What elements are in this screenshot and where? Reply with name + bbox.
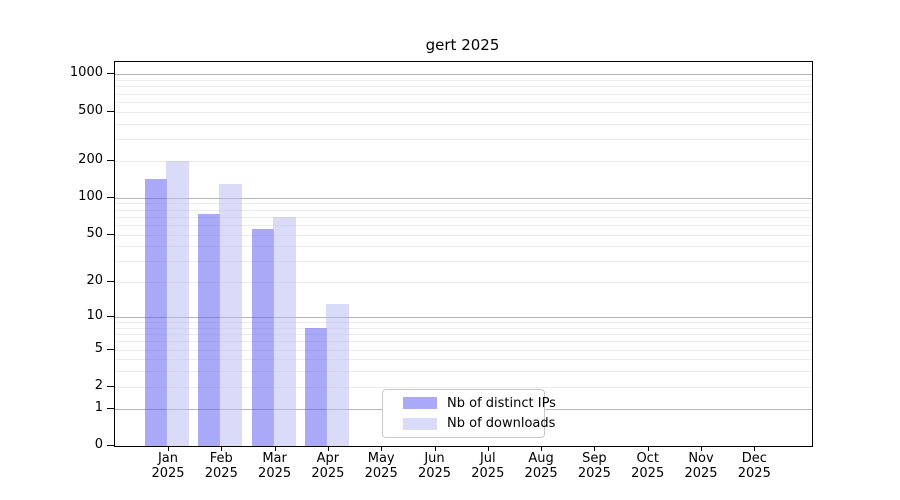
x-tick-label-jul: Jul 2025: [471, 451, 505, 481]
y-tick: [107, 281, 114, 283]
x-tick-label-sep: Sep 2025: [577, 451, 611, 481]
minor-gridline: [115, 322, 812, 324]
minor-gridline: [115, 224, 812, 226]
minor-gridline: [115, 203, 812, 205]
y-tick-label-20: 20: [86, 273, 103, 289]
minor-gridline: [115, 341, 812, 343]
minor-gridline: [115, 160, 812, 162]
y-tick: [107, 159, 114, 161]
x-tick-label-jun: Jun 2025: [417, 451, 452, 481]
y-tick-label-5: 5: [94, 340, 103, 356]
minor-gridline: [115, 101, 812, 103]
minor-gridline: [115, 261, 812, 263]
bar-downloads-jan: [166, 160, 189, 446]
x-tick-label-oct: Oct 2025: [631, 451, 665, 481]
bar-distinct-ips-apr: [304, 327, 327, 446]
y-tick-label-100: 100: [78, 188, 103, 204]
x-tick-label-nov: Nov 2025: [684, 451, 718, 481]
legend-swatch-downloads: [403, 417, 437, 430]
y-tick-label-1000: 1000: [69, 65, 103, 81]
y-tick-label-0: 0: [94, 437, 103, 452]
chart-title: gert 2025: [425, 36, 500, 54]
minor-gridline: [115, 111, 812, 113]
minor-gridline: [115, 282, 812, 284]
minor-gridline: [115, 349, 812, 351]
x-tick-label-aug: Aug 2025: [524, 451, 558, 481]
major-gridline: [115, 197, 812, 199]
legend-label-distinct-ips: Nb of distinct IPs: [447, 395, 556, 411]
y-tick: [107, 196, 114, 198]
bar-downloads-feb: [219, 183, 243, 446]
y-tick: [107, 233, 114, 235]
bar-downloads-apr: [325, 304, 349, 446]
minor-gridline: [115, 123, 812, 125]
legend-label-downloads: Nb of downloads: [447, 416, 556, 432]
minor-gridline: [115, 139, 812, 140]
minor-gridline: [115, 386, 812, 388]
y-tick: [107, 73, 114, 75]
x-tick-label-mar: Mar 2025: [258, 451, 292, 481]
x-tick-label-jan: Jan 2025: [151, 451, 185, 481]
bar-downloads-mar: [272, 216, 296, 446]
minor-gridline: [115, 209, 812, 211]
bar-distinct-ips-mar: [251, 229, 274, 446]
major-gridline: [115, 317, 812, 318]
y-tick: [107, 316, 114, 317]
y-tick: [107, 407, 114, 409]
legend: Nb of distinct IPs Nb of downloads: [382, 389, 556, 438]
y-tick-label-1: 1: [94, 399, 103, 415]
plot-area: [114, 61, 813, 447]
minor-gridline: [115, 327, 812, 329]
bar-distinct-ips-jan: [145, 179, 167, 446]
minor-gridline: [115, 216, 812, 218]
y-tick: [107, 445, 114, 446]
y-tick-label-10: 10: [86, 308, 103, 323]
x-tick-label-feb: Feb 2025: [204, 451, 238, 481]
minor-gridline: [115, 86, 812, 88]
minor-gridline: [115, 246, 812, 248]
x-tick-label-dec: Dec 2025: [737, 451, 771, 481]
legend-item-distinct-ips: Nb of distinct IPs: [383, 396, 556, 411]
y-tick-label-2: 2: [94, 377, 103, 393]
y-tick: [107, 110, 114, 112]
legend-item-downloads: Nb of downloads: [383, 416, 555, 431]
y-tick: [107, 348, 114, 350]
x-tick-label-apr: Apr 2025: [311, 451, 345, 481]
minor-gridline: [115, 80, 812, 81]
legend-swatch-distinct-ips: [403, 397, 437, 410]
y-tick: [107, 385, 114, 387]
x-tick-label-may: May 2025: [364, 451, 398, 481]
major-gridline: [115, 74, 812, 76]
y-tick-label-200: 200: [78, 151, 103, 167]
y-tick-label-500: 500: [78, 102, 103, 118]
minor-gridline: [115, 234, 812, 236]
bar-distinct-ips-feb: [198, 213, 221, 446]
minor-gridline: [115, 93, 812, 95]
minor-gridline: [115, 371, 812, 373]
y-tick-label-50: 50: [86, 225, 103, 241]
minor-gridline: [115, 359, 812, 361]
minor-gridline: [115, 334, 812, 336]
